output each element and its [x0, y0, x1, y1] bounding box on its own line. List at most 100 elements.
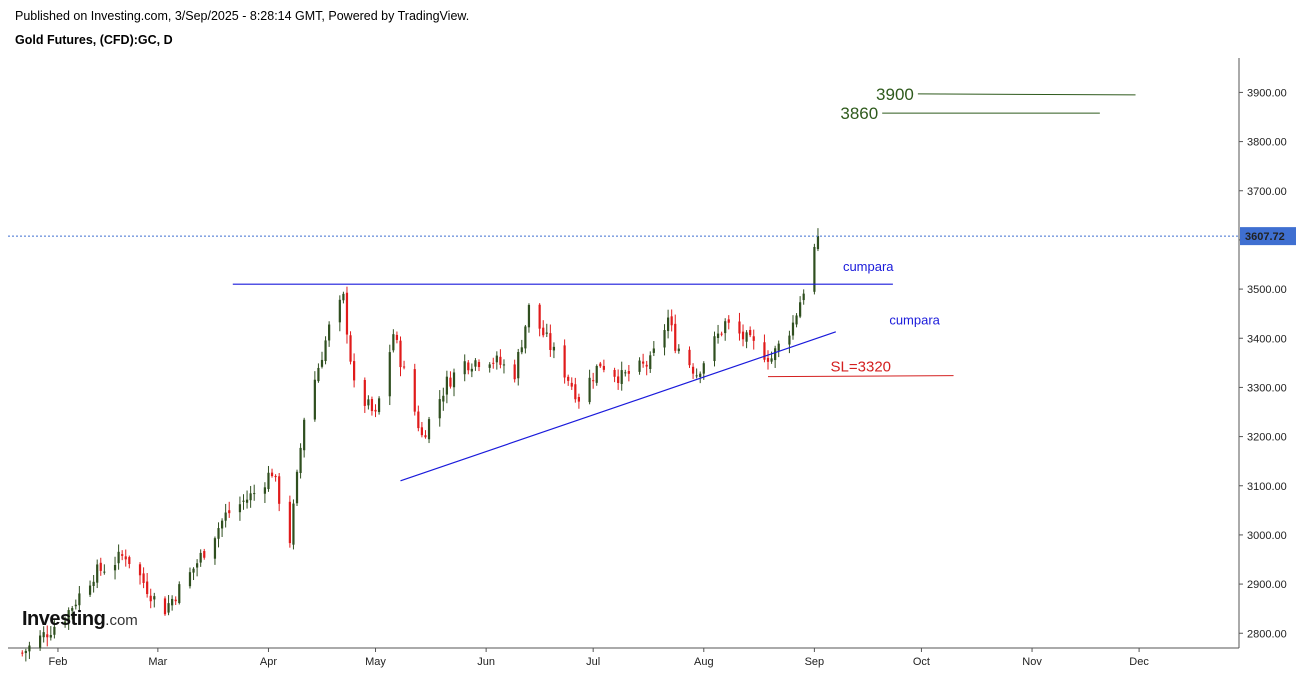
candle-body — [163, 598, 167, 615]
candle-body — [278, 476, 281, 504]
candle — [338, 295, 341, 332]
candle-body — [752, 336, 755, 341]
candle-body — [153, 596, 156, 600]
candle — [363, 377, 366, 413]
candle — [117, 544, 120, 570]
time-axis[interactable]: Feb Mar Apr May Jun Jul Aug Sep Oct Nov Dec — [48, 648, 1149, 668]
candle — [96, 559, 99, 589]
candle-body — [103, 571, 106, 573]
candle — [592, 372, 595, 389]
candle-body — [649, 355, 652, 369]
candle-body — [374, 409, 377, 412]
candle — [313, 371, 316, 422]
candle-body — [53, 626, 56, 635]
candle-body — [627, 371, 630, 374]
annotation-cumpara: cumpara — [889, 312, 940, 327]
candle — [345, 286, 349, 344]
candle — [552, 342, 556, 359]
candle — [745, 330, 748, 349]
candle — [263, 482, 267, 503]
candle-body — [49, 635, 52, 638]
candle — [199, 549, 202, 567]
candle — [213, 536, 217, 565]
candle-body — [192, 568, 195, 573]
candle-body — [199, 552, 202, 563]
candle — [816, 228, 820, 252]
candle-body — [96, 564, 99, 583]
candle-body — [727, 319, 730, 323]
x-tick-label: Jun — [477, 656, 495, 668]
candle-body — [178, 584, 181, 603]
candle-body — [816, 236, 820, 250]
candle-body — [363, 379, 366, 406]
candle — [567, 374, 570, 386]
target-line — [917, 93, 1136, 96]
candle-body — [474, 360, 477, 367]
x-tick-label: Jul — [586, 656, 600, 668]
candle — [663, 324, 666, 356]
price-axis[interactable]: 2800.00 2900.00 3000.00 3100.00 3200.00 3300.… — [1239, 87, 1296, 640]
support-trendline — [400, 331, 836, 482]
y-tick-label: 3300.00 — [1247, 382, 1287, 394]
stop-loss-line — [768, 375, 954, 378]
candle-body — [449, 377, 452, 387]
candle — [374, 404, 377, 418]
candle-body — [28, 645, 31, 652]
candle-body — [766, 358, 770, 362]
candle — [577, 393, 581, 409]
candle — [570, 377, 573, 390]
candle-body — [121, 554, 124, 556]
candle-body — [149, 595, 152, 602]
candle-body — [802, 293, 805, 301]
candle — [495, 351, 498, 370]
candle-body — [99, 562, 102, 571]
candle-body — [645, 364, 648, 367]
candle — [813, 243, 816, 295]
candle-body — [442, 395, 445, 402]
candle-body — [349, 335, 352, 362]
candle — [549, 324, 552, 357]
candle-body — [524, 326, 527, 349]
candle-body — [624, 372, 627, 374]
candle-body — [741, 331, 745, 340]
candle — [695, 368, 698, 379]
candle — [88, 580, 92, 597]
candle — [513, 359, 516, 383]
candle — [624, 369, 627, 377]
candle — [599, 361, 602, 368]
candle — [399, 336, 402, 377]
candle — [103, 564, 106, 575]
candle-body — [345, 292, 349, 335]
candle — [727, 315, 730, 330]
candle — [274, 474, 277, 482]
candle — [328, 321, 331, 347]
candle-body — [228, 510, 231, 514]
candle — [524, 324, 527, 354]
candle — [720, 331, 723, 337]
candle-body — [388, 352, 391, 397]
candle-body — [674, 323, 677, 351]
candle — [146, 573, 149, 598]
candle-body — [438, 399, 441, 419]
candle — [652, 341, 655, 357]
candle-body — [463, 361, 466, 375]
candle — [377, 396, 381, 415]
candle-body — [570, 382, 573, 387]
candle-body — [167, 603, 170, 613]
candle — [424, 430, 427, 439]
candle — [367, 395, 370, 410]
candle-body — [724, 321, 727, 334]
annotation-cumpara: cumpara — [843, 259, 894, 274]
candle-body — [263, 487, 267, 494]
candle-body — [638, 360, 641, 372]
candle — [238, 496, 242, 521]
candle-body — [295, 471, 299, 504]
candle — [46, 625, 49, 647]
y-tick-label: 3000.00 — [1247, 530, 1287, 542]
candle — [795, 313, 798, 328]
candle-body — [652, 348, 655, 353]
candle — [574, 377, 577, 403]
candle-body — [445, 376, 448, 395]
candle-body — [517, 352, 520, 379]
